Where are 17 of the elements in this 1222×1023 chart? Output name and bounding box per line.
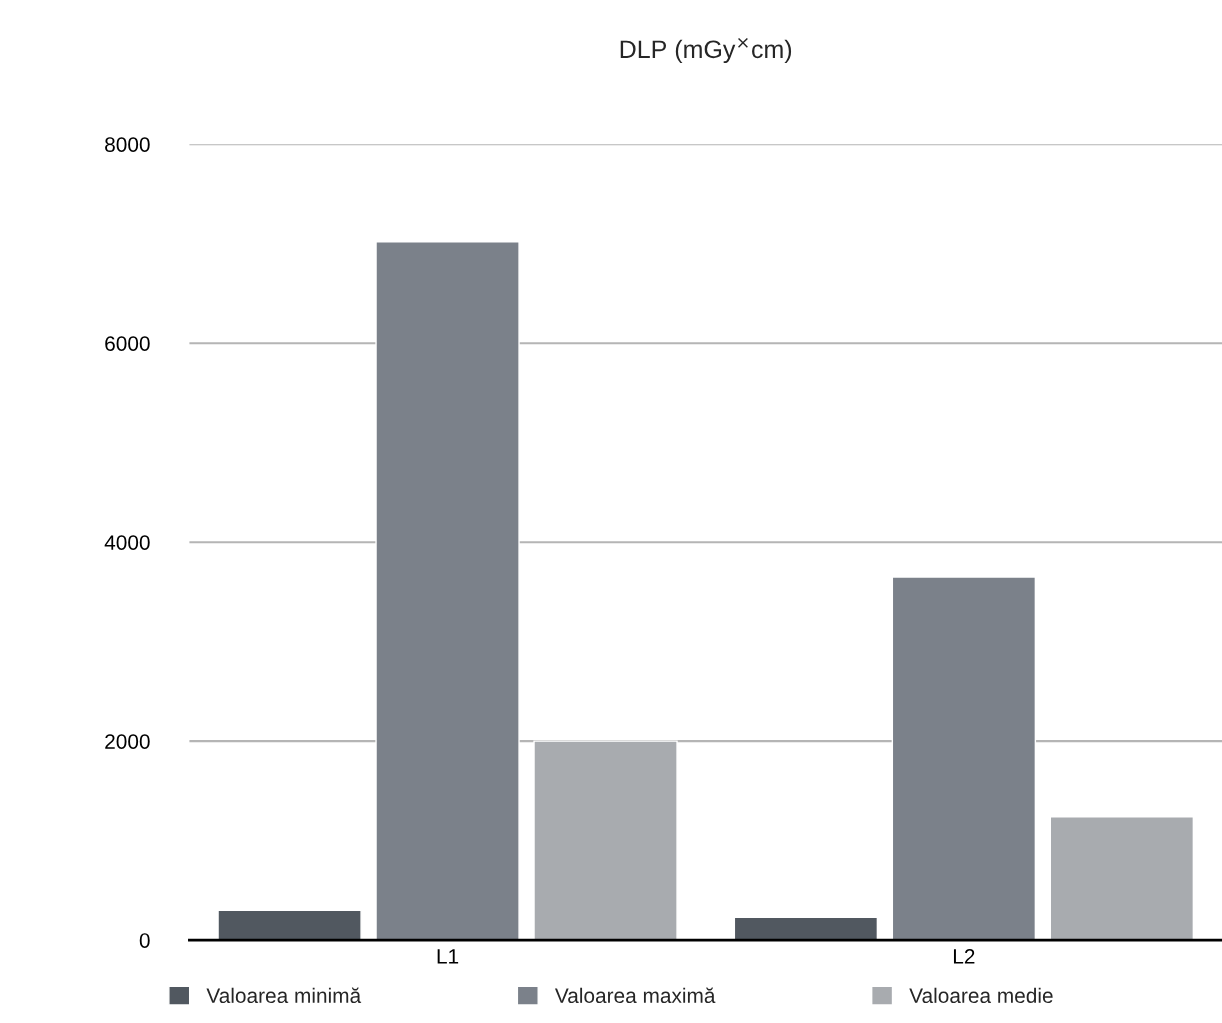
bar — [733, 916, 879, 941]
legend-label: Valoarea minimă — [206, 987, 362, 1004]
y-tick-label: 0 — [139, 933, 150, 948]
bar — [891, 576, 1037, 941]
x-tick-label: L1 — [437, 949, 459, 964]
y-tick-label: 8000 — [105, 137, 150, 152]
x-tick-label: L2 — [953, 949, 975, 964]
legend-label: Valoarea maximă — [554, 987, 716, 1004]
y-tick-label: 4000 — [104, 535, 150, 550]
legend-label: Valoarea medie — [909, 987, 1053, 1004]
bar — [1049, 816, 1195, 941]
bar — [375, 241, 520, 941]
chart-title: DLP (mGy$^{×}$cm) — [620, 37, 792, 64]
bar — [217, 909, 362, 941]
y-tick-label: 2000 — [105, 734, 150, 749]
bar — [533, 740, 678, 941]
y-tick-label: 6000 — [105, 336, 150, 351]
